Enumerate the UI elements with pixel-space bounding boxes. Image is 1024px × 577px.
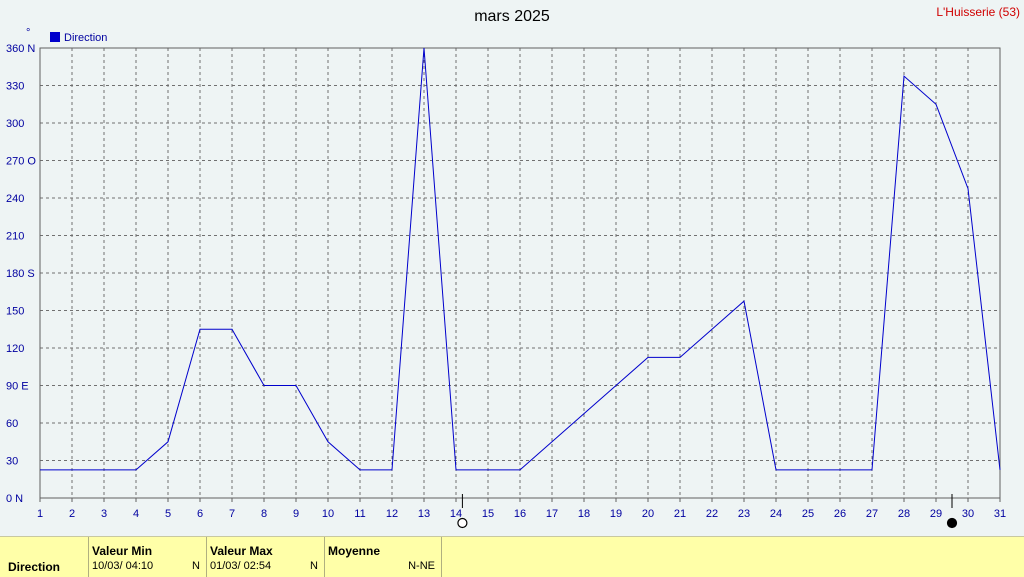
legend-swatch bbox=[50, 32, 60, 42]
min-value: N bbox=[192, 560, 200, 572]
y-tick-label: 60 bbox=[6, 418, 18, 430]
grid bbox=[40, 48, 1000, 498]
y-tick-label: 270 O bbox=[6, 156, 36, 168]
y-tick-label: 30 bbox=[6, 456, 18, 468]
stats-min-column: Valeur Min 10/03/ 04:10 N bbox=[88, 537, 207, 577]
series-line-direction bbox=[40, 47, 1001, 471]
stats-label-column: Direction bbox=[0, 537, 89, 577]
x-tick-label: 21 bbox=[674, 508, 686, 520]
y-tick-label: 300 bbox=[6, 118, 24, 130]
x-tick-label: 8 bbox=[261, 508, 267, 520]
min-header: Valeur Min bbox=[92, 544, 153, 558]
x-tick-label: 25 bbox=[802, 508, 814, 520]
x-tick-label: 16 bbox=[514, 508, 526, 520]
x-tick-label: 7 bbox=[229, 508, 235, 520]
x-tick-label: 13 bbox=[418, 508, 430, 520]
series-layer bbox=[40, 47, 1001, 471]
x-tick-label: 15 bbox=[482, 508, 494, 520]
y-tick-label: 150 bbox=[6, 306, 24, 318]
y-tick-label: 330 bbox=[6, 81, 24, 93]
x-tick-label: 10 bbox=[322, 508, 334, 520]
x-axis-ticks: 1 2 3 4 5 6 7 8 9 10 11 12 13 14 15 16 17 18 19 20 21 22 23 24 2… bbox=[37, 498, 1006, 520]
moon-phase-markers bbox=[457, 494, 958, 529]
full-moon-icon bbox=[457, 517, 468, 529]
x-tick-label: 9 bbox=[293, 508, 299, 520]
x-tick-label: 28 bbox=[898, 508, 910, 520]
chart-title: mars 2025 bbox=[474, 8, 550, 25]
y-tick-label: 240 bbox=[6, 193, 24, 205]
avg-value: N-NE bbox=[408, 560, 435, 572]
stats-panel: Direction Valeur Min 10/03/ 04:10 N Vale… bbox=[0, 536, 1024, 577]
x-tick-label: 30 bbox=[962, 508, 974, 520]
max-datetime: 01/03/ 02:54 bbox=[210, 560, 272, 572]
x-tick-label: 27 bbox=[866, 508, 878, 520]
y-tick-label: 120 bbox=[6, 343, 24, 355]
x-tick-label: 12 bbox=[386, 508, 398, 520]
new-moon-icon bbox=[946, 517, 958, 529]
y-tick-label: 0 N bbox=[6, 493, 23, 505]
y-tick-label: 180 S bbox=[6, 268, 35, 280]
avg-header: Moyenne bbox=[328, 544, 381, 558]
x-tick-label: 29 bbox=[930, 508, 942, 520]
plot-frame bbox=[39, 47, 1001, 499]
x-tick-label: 17 bbox=[546, 508, 558, 520]
x-tick-label: 2 bbox=[69, 508, 75, 520]
direction-chart: mars 2025 L'Huisserie (53) ° Direction 0… bbox=[6, 5, 1020, 529]
x-tick-label: 26 bbox=[834, 508, 846, 520]
x-tick-label: 31 bbox=[994, 508, 1006, 520]
x-tick-label: 24 bbox=[770, 508, 782, 520]
legend-label: Direction bbox=[64, 32, 107, 44]
x-tick-label: 23 bbox=[738, 508, 750, 520]
x-tick-label: 4 bbox=[133, 508, 139, 520]
x-tick-label: 6 bbox=[197, 508, 203, 520]
y-tick-label: 210 bbox=[6, 231, 24, 243]
x-tick-label: 11 bbox=[354, 508, 365, 520]
x-tick-label: 14 bbox=[450, 508, 462, 520]
stats-max-column: Valeur Max 01/03/ 02:54 N bbox=[206, 537, 325, 577]
x-tick-label: 1 bbox=[37, 508, 43, 520]
max-value: N bbox=[310, 560, 318, 572]
station-name: L'Huisserie (53) bbox=[936, 5, 1020, 19]
x-tick-label: 20 bbox=[642, 508, 654, 520]
x-tick-label: 5 bbox=[165, 508, 171, 520]
y-tick-label: 360 N bbox=[6, 43, 35, 55]
stats-row-label: Direction bbox=[8, 560, 61, 574]
max-header: Valeur Max bbox=[210, 544, 273, 558]
x-tick-label: 19 bbox=[610, 508, 622, 520]
min-datetime: 10/03/ 04:10 bbox=[92, 560, 154, 572]
x-tick-label: 18 bbox=[578, 508, 590, 520]
x-tick-label: 3 bbox=[101, 508, 107, 520]
y-tick-label: 90 E bbox=[6, 381, 29, 393]
x-tick-label: 22 bbox=[706, 508, 718, 520]
y-axis-ticks: 0 N 30 60 90 E 120 150 180 S 210 240 270 O 300 330 3… bbox=[6, 43, 36, 505]
stats-avg-column: Moyenne N-NE bbox=[324, 537, 442, 577]
y-unit-label: ° bbox=[26, 27, 30, 39]
